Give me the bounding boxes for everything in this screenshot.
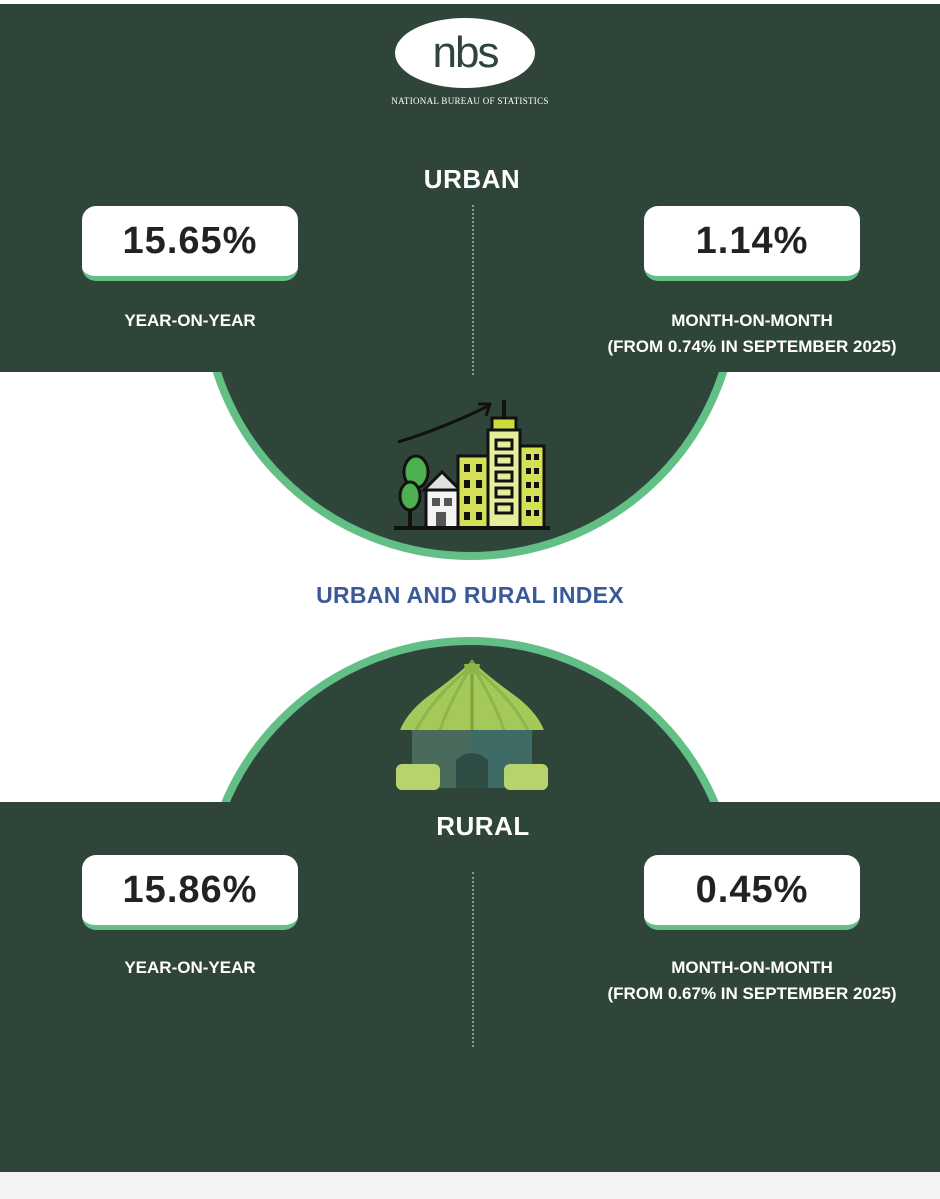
org-name: NATIONAL BUREAU OF STATISTICS (391, 96, 549, 106)
urban-divider (472, 205, 474, 375)
rural-mom-label: MONTH-ON-MONTH (FROM 0.67% IN SEPTEMBER … (572, 955, 932, 1008)
rural-mom-note: (FROM 0.67% IN SEPTEMBER 2025) (607, 984, 897, 1004)
city-growth-icon (394, 400, 550, 530)
urban-yoy-label-text: YEAR-ON-YEAR (124, 311, 256, 330)
rural-mom-value: 0.45% (644, 855, 860, 930)
urban-mom-label-text: MONTH-ON-MONTH (671, 311, 833, 330)
bottom-strip (0, 1172, 940, 1199)
rural-title: RURAL (436, 811, 530, 841)
urban-title: URBAN (423, 164, 521, 194)
rural-divider (472, 872, 474, 1047)
rural-mom-label-text: MONTH-ON-MONTH (671, 958, 833, 977)
hut-icon (396, 660, 548, 790)
urban-mom-note: (FROM 0.74% IN SEPTEMBER 2025) (607, 337, 897, 357)
rural-yoy-label: YEAR-ON-YEAR (60, 955, 320, 981)
logo-text: nbs (432, 28, 500, 77)
rural-yoy-label-text: YEAR-ON-YEAR (124, 958, 256, 977)
nbs-logo: nbs (395, 18, 535, 88)
urban-yoy-label: YEAR-ON-YEAR (60, 308, 320, 334)
urban-mom-label: MONTH-ON-MONTH (FROM 0.74% IN SEPTEMBER … (572, 308, 932, 361)
urban-yoy-value: 15.65% (82, 206, 298, 281)
rural-yoy-value: 15.86% (82, 855, 298, 930)
urban-mom-value: 1.14% (644, 206, 860, 281)
index-title: URBAN AND RURAL INDEX (316, 582, 624, 608)
